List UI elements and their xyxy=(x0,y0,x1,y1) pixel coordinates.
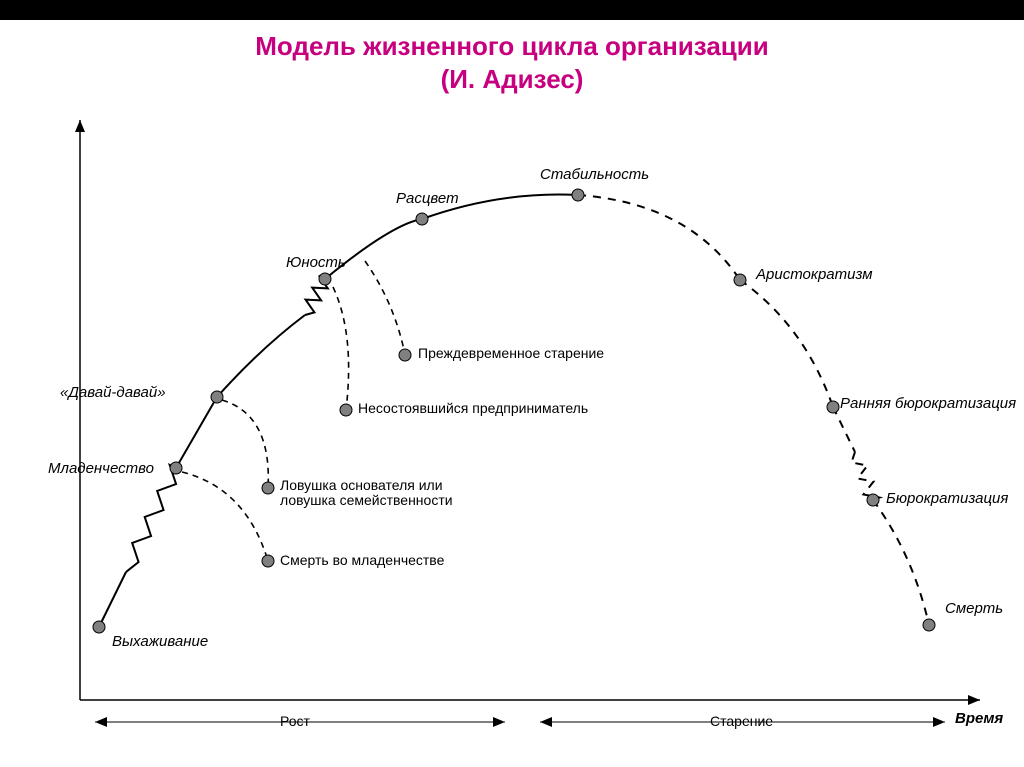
founder-trap-line1: Ловушка основателя или xyxy=(280,477,443,493)
label-bureau: Бюрократизация xyxy=(886,490,1008,507)
label-courtship: Выхаживание xyxy=(112,633,208,650)
label-early-bureau: Ранняя бюрократизация xyxy=(840,395,1016,412)
label-infancy: Младенчество xyxy=(48,460,154,477)
label-prime: Расцвет xyxy=(396,190,459,207)
label-failed-entrep: Несостоявшийся предприниматель xyxy=(358,401,588,416)
label-gogo: «Давай-давай» xyxy=(60,384,166,401)
label-aristocracy: Аристократизм xyxy=(756,266,873,283)
x-axis-time-label: Время xyxy=(955,710,1003,727)
label-premature-aging: Преждевременное старение xyxy=(418,346,604,361)
x-phase-growth: Рост xyxy=(280,713,310,729)
label-death: Смерть xyxy=(945,600,1003,617)
label-infant-mortality: Смерть во младенчестве xyxy=(280,553,444,568)
label-adolescence: Юность xyxy=(286,254,346,271)
x-phase-aging: Старение xyxy=(710,713,773,729)
label-stable: Стабильность xyxy=(540,166,649,183)
label-founder-trap: Ловушка основателя или ловушка семействе… xyxy=(280,478,453,509)
founder-trap-line2: ловушка семейственности xyxy=(280,492,453,508)
